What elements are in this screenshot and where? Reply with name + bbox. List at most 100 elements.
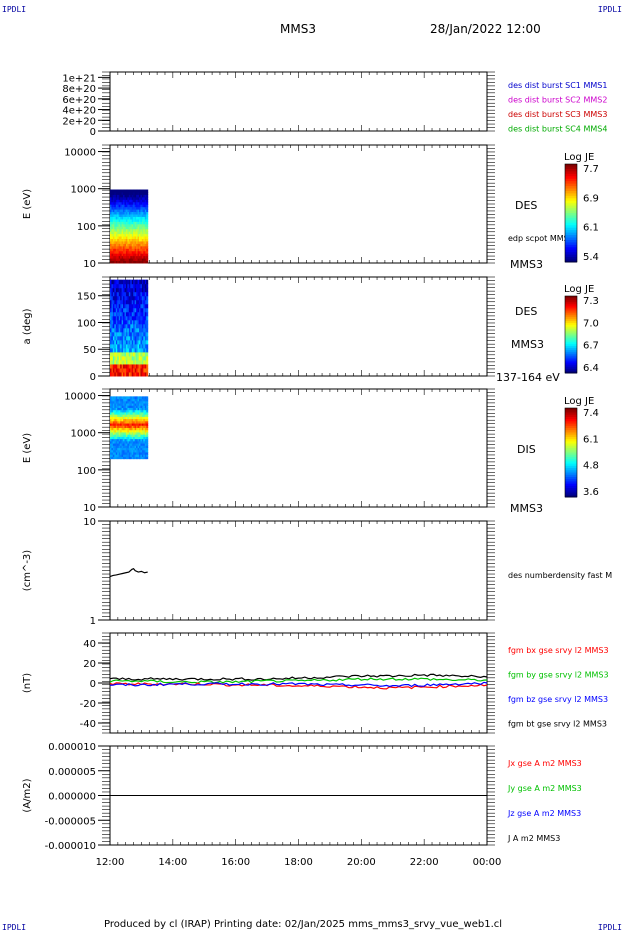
des-pitch-cell [120, 279, 123, 285]
des-energy-cell [128, 201, 131, 205]
des-pitch-cell [118, 311, 121, 317]
des-energy-cell [110, 233, 112, 237]
des-pitch-cell [141, 371, 144, 377]
des-energy-cell [128, 189, 131, 193]
des-energy-cell [124, 238, 127, 242]
des-energy-cell [125, 248, 128, 252]
colorbar-cell [565, 232, 577, 236]
des-pitch-cell [134, 287, 137, 293]
dis-energy-cell [143, 429, 146, 433]
dis-energy-cell [144, 445, 147, 449]
dis-energy-cell [139, 403, 141, 406]
des-pitch-cell [136, 335, 139, 341]
des-pitch-cell [123, 355, 125, 361]
des-pitch-cell [114, 287, 117, 293]
des-energy-cell [110, 255, 112, 259]
des-energy-cell [146, 199, 149, 203]
dis-energy-cell [121, 451, 124, 455]
des-pitch-cell [114, 335, 117, 341]
des-energy-cell [139, 258, 141, 262]
des-energy-cell [114, 209, 117, 213]
des-energy-cell [125, 214, 128, 217]
des-pitch-cell [121, 371, 124, 377]
dis-energy-cell [131, 427, 134, 431]
corner-label-top-left: IPDLI [2, 5, 27, 14]
des-pitch-cell [140, 351, 143, 357]
des-energy-cell [114, 214, 117, 217]
des-pitch-cell [125, 303, 128, 309]
dis-energy-cell [141, 447, 144, 451]
des-energy-cell [143, 258, 146, 262]
des-energy-cell [124, 233, 127, 237]
des-energy-cell [123, 233, 125, 237]
ytick-label: 0.000010 [48, 742, 96, 753]
colorbar-cell [565, 303, 577, 307]
dis-energy-cell [127, 409, 130, 413]
dis-energy-cell [140, 436, 143, 440]
des-pitch-cell [130, 363, 133, 369]
dis-energy-cell [133, 436, 136, 440]
dis-energy-cell [146, 429, 149, 433]
des-pitch-cell [134, 355, 137, 361]
dis-energy-cell [128, 423, 131, 426]
des-energy-cell [125, 206, 128, 210]
des-pitch-cell [133, 307, 136, 313]
des-energy-cell [136, 228, 139, 232]
dis-energy-cell [125, 411, 128, 415]
dis-energy-cell [118, 405, 121, 408]
des-energy-cell [112, 214, 115, 217]
colorbar-cell [565, 222, 577, 226]
des-pitch-cell [127, 291, 130, 297]
dis-energy-cell [131, 438, 134, 442]
des-energy-cell [134, 258, 137, 262]
dis-energy-cell [127, 434, 130, 437]
des-energy-cell [136, 191, 139, 195]
des-energy-cell [114, 204, 117, 208]
dis-energy-cell [117, 405, 120, 408]
des-energy-cell [136, 260, 139, 264]
des-pitch-cell [146, 295, 149, 301]
des-energy-cell [118, 209, 121, 213]
dis-energy-cell [128, 400, 131, 404]
des-pitch-cell [130, 287, 133, 293]
dis-energy-cell [140, 414, 143, 417]
dis-energy-cell [131, 454, 134, 457]
des-pitch-cell [120, 351, 123, 357]
dis-energy-cell [139, 400, 141, 404]
dis-energy-cell [112, 418, 115, 422]
des-energy-cell [127, 206, 130, 210]
panel-frame-3 [109, 388, 488, 508]
des-energy-cell [118, 214, 121, 217]
des-energy-cell [139, 245, 141, 249]
des-energy-cell [112, 250, 115, 254]
dis-energy-cell [131, 414, 134, 417]
des-energy-cell [134, 196, 137, 200]
des-energy-cell [137, 258, 140, 262]
des-energy-cell [123, 191, 125, 195]
des-energy-cell [110, 238, 112, 242]
des-energy-cell [146, 233, 149, 237]
des-pitch-cell [121, 367, 124, 373]
des-energy-cell [120, 223, 123, 227]
des-energy-cell [128, 253, 131, 257]
dis-energy-cell [134, 438, 137, 442]
dis-energy-cell [114, 429, 117, 433]
dis-energy-cell [115, 396, 118, 400]
des-pitch-cell [140, 327, 143, 333]
des-energy-cell [143, 228, 146, 232]
dis-energy-cell [144, 420, 147, 424]
des-pitch-cell [136, 347, 139, 353]
legend-entry: des dist burst SC2 MMS2 [508, 96, 607, 105]
des-pitch-cell [134, 295, 137, 301]
des-pitch-cell [120, 331, 123, 337]
des-energy-cell [146, 228, 149, 232]
des-pitch-cell [127, 363, 130, 369]
colorbar-cell [565, 297, 577, 301]
des-pitch-cell [144, 363, 147, 369]
des-energy-cell [118, 260, 121, 264]
dis-energy-cell [120, 454, 123, 457]
des-energy-cell [144, 231, 147, 235]
des-energy-cell [136, 226, 139, 230]
des-pitch-cell [123, 359, 125, 365]
des-energy-cell [123, 216, 125, 220]
